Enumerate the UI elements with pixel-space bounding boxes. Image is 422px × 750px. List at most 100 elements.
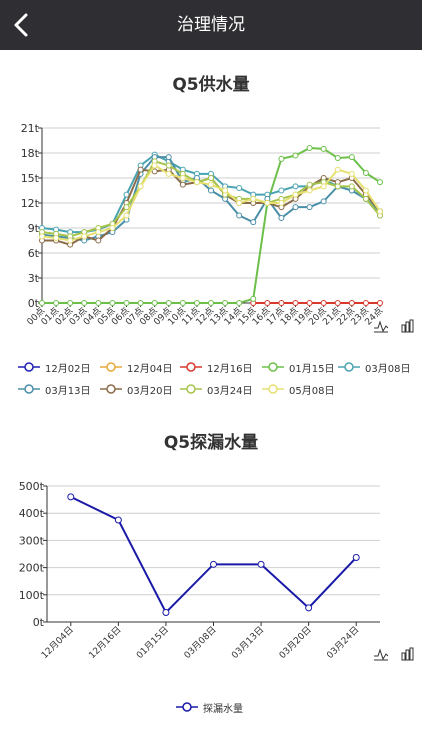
data-point <box>334 166 341 173</box>
data-point <box>264 200 271 206</box>
bar-chart-toggle-icon[interactable] <box>401 647 414 661</box>
legend-item[interactable]: 03月20日 <box>100 382 172 397</box>
data-point <box>305 604 313 612</box>
data-point <box>39 233 45 240</box>
data-point <box>236 300 243 306</box>
data-point <box>306 145 313 151</box>
chart-title-supply: Q5供水量 <box>172 75 250 95</box>
legend-marker-icon <box>18 362 40 372</box>
legend-item[interactable]: 12月16日 <box>180 360 253 375</box>
legend-item[interactable]: 03月08日 <box>338 360 411 375</box>
data-point <box>81 233 88 240</box>
data-point <box>278 215 285 221</box>
y-tick-label: 100t <box>19 589 45 602</box>
data-point <box>151 300 158 306</box>
legend-item[interactable]: 12月02日 <box>18 360 91 375</box>
data-point <box>377 300 383 306</box>
y-tick-label: 21t <box>21 122 40 135</box>
data-point <box>123 204 130 211</box>
data-point <box>236 200 243 206</box>
bar-chart-toggle-icon[interactable] <box>401 319 414 333</box>
data-point <box>222 187 229 194</box>
data-point <box>222 300 229 306</box>
legend-marker-icon <box>338 362 360 372</box>
data-point <box>114 516 122 524</box>
data-point <box>348 183 355 190</box>
y-tick-label: 0t <box>28 297 40 310</box>
data-point <box>292 191 299 198</box>
legend-item[interactable]: 探漏水量 <box>176 700 243 715</box>
y-tick-label: 400t <box>19 507 45 520</box>
legend-marker-icon <box>100 384 122 394</box>
data-point <box>236 212 243 219</box>
data-point <box>151 168 158 175</box>
legend-item[interactable]: 05月08日 <box>262 382 335 397</box>
y-tick-label: 200t <box>19 562 45 575</box>
data-point <box>151 162 158 169</box>
data-point <box>165 162 172 169</box>
data-point <box>53 300 60 306</box>
x-tick-label: 03月13日 <box>229 624 266 661</box>
legend-label: 01月15日 <box>289 363 335 375</box>
legend-label: 05月08日 <box>289 385 335 397</box>
data-point <box>109 300 116 306</box>
data-point <box>320 183 327 190</box>
legend-item[interactable]: 03月24日 <box>180 382 253 397</box>
legend-label: 探漏水量 <box>203 703 243 715</box>
data-point <box>208 175 214 181</box>
data-point <box>95 300 102 306</box>
legend-label: 03月13日 <box>45 385 91 397</box>
data-point <box>278 155 285 162</box>
data-point <box>162 608 170 616</box>
data-point <box>193 300 200 306</box>
data-point <box>179 175 186 181</box>
legend-item[interactable]: 03月13日 <box>18 382 91 397</box>
legend-marker-icon <box>180 384 202 394</box>
legend-label: 12月02日 <box>45 363 91 375</box>
y-tick-label: 12t <box>21 197 40 210</box>
data-point <box>306 204 313 211</box>
legend-label: 12月16日 <box>207 363 253 375</box>
data-point <box>362 300 369 306</box>
line-chart-toggle-icon[interactable] <box>374 648 389 661</box>
data-point <box>377 208 383 215</box>
leak-chart: 0t 100t 200t 300t 400t 500t 12月04日 12月16日 01月15日… <box>19 480 414 661</box>
data-point <box>352 554 360 562</box>
data-point <box>320 198 327 205</box>
data-point <box>320 300 327 306</box>
data-point <box>348 300 355 306</box>
legend-marker-icon <box>18 384 40 394</box>
legend-item[interactable]: 01月15日 <box>262 360 335 375</box>
chart-title-leak: Q5探漏水量 <box>163 433 259 453</box>
legend-marker-icon <box>176 702 198 712</box>
page-title: 治理情况 <box>177 15 245 35</box>
data-point <box>95 237 102 244</box>
data-point <box>264 300 271 306</box>
data-point <box>306 300 313 306</box>
nav-bar: 治理情况 <box>0 0 422 50</box>
legend-label: 03月08日 <box>365 363 411 375</box>
data-point <box>278 200 285 206</box>
data-point <box>257 560 265 568</box>
legend-label: 03月24日 <box>207 385 253 397</box>
x-tick-label: 12月16日 <box>87 624 124 661</box>
line-chart-toggle-icon[interactable] <box>374 320 389 333</box>
data-point <box>348 154 355 161</box>
legend-item[interactable]: 12月04日 <box>100 360 172 375</box>
x-tick-label: 03月08日 <box>182 624 219 661</box>
data-point <box>67 493 75 501</box>
y-tick-label: 9t <box>28 222 40 235</box>
x-tick-label: 03月24日 <box>325 624 362 661</box>
y-tick-label: 300t <box>19 534 45 547</box>
data-point <box>95 229 102 236</box>
data-point <box>137 183 144 190</box>
data-point <box>179 300 186 306</box>
back-button[interactable] <box>6 10 36 40</box>
data-point <box>250 219 257 226</box>
legend-marker-icon <box>100 362 122 372</box>
legend-marker-icon <box>262 362 284 372</box>
legend-marker-icon <box>180 362 202 372</box>
x-tick-label: 03月20日 <box>277 624 314 661</box>
data-point <box>348 170 355 177</box>
x-tick-label: 12月04日 <box>39 624 76 661</box>
